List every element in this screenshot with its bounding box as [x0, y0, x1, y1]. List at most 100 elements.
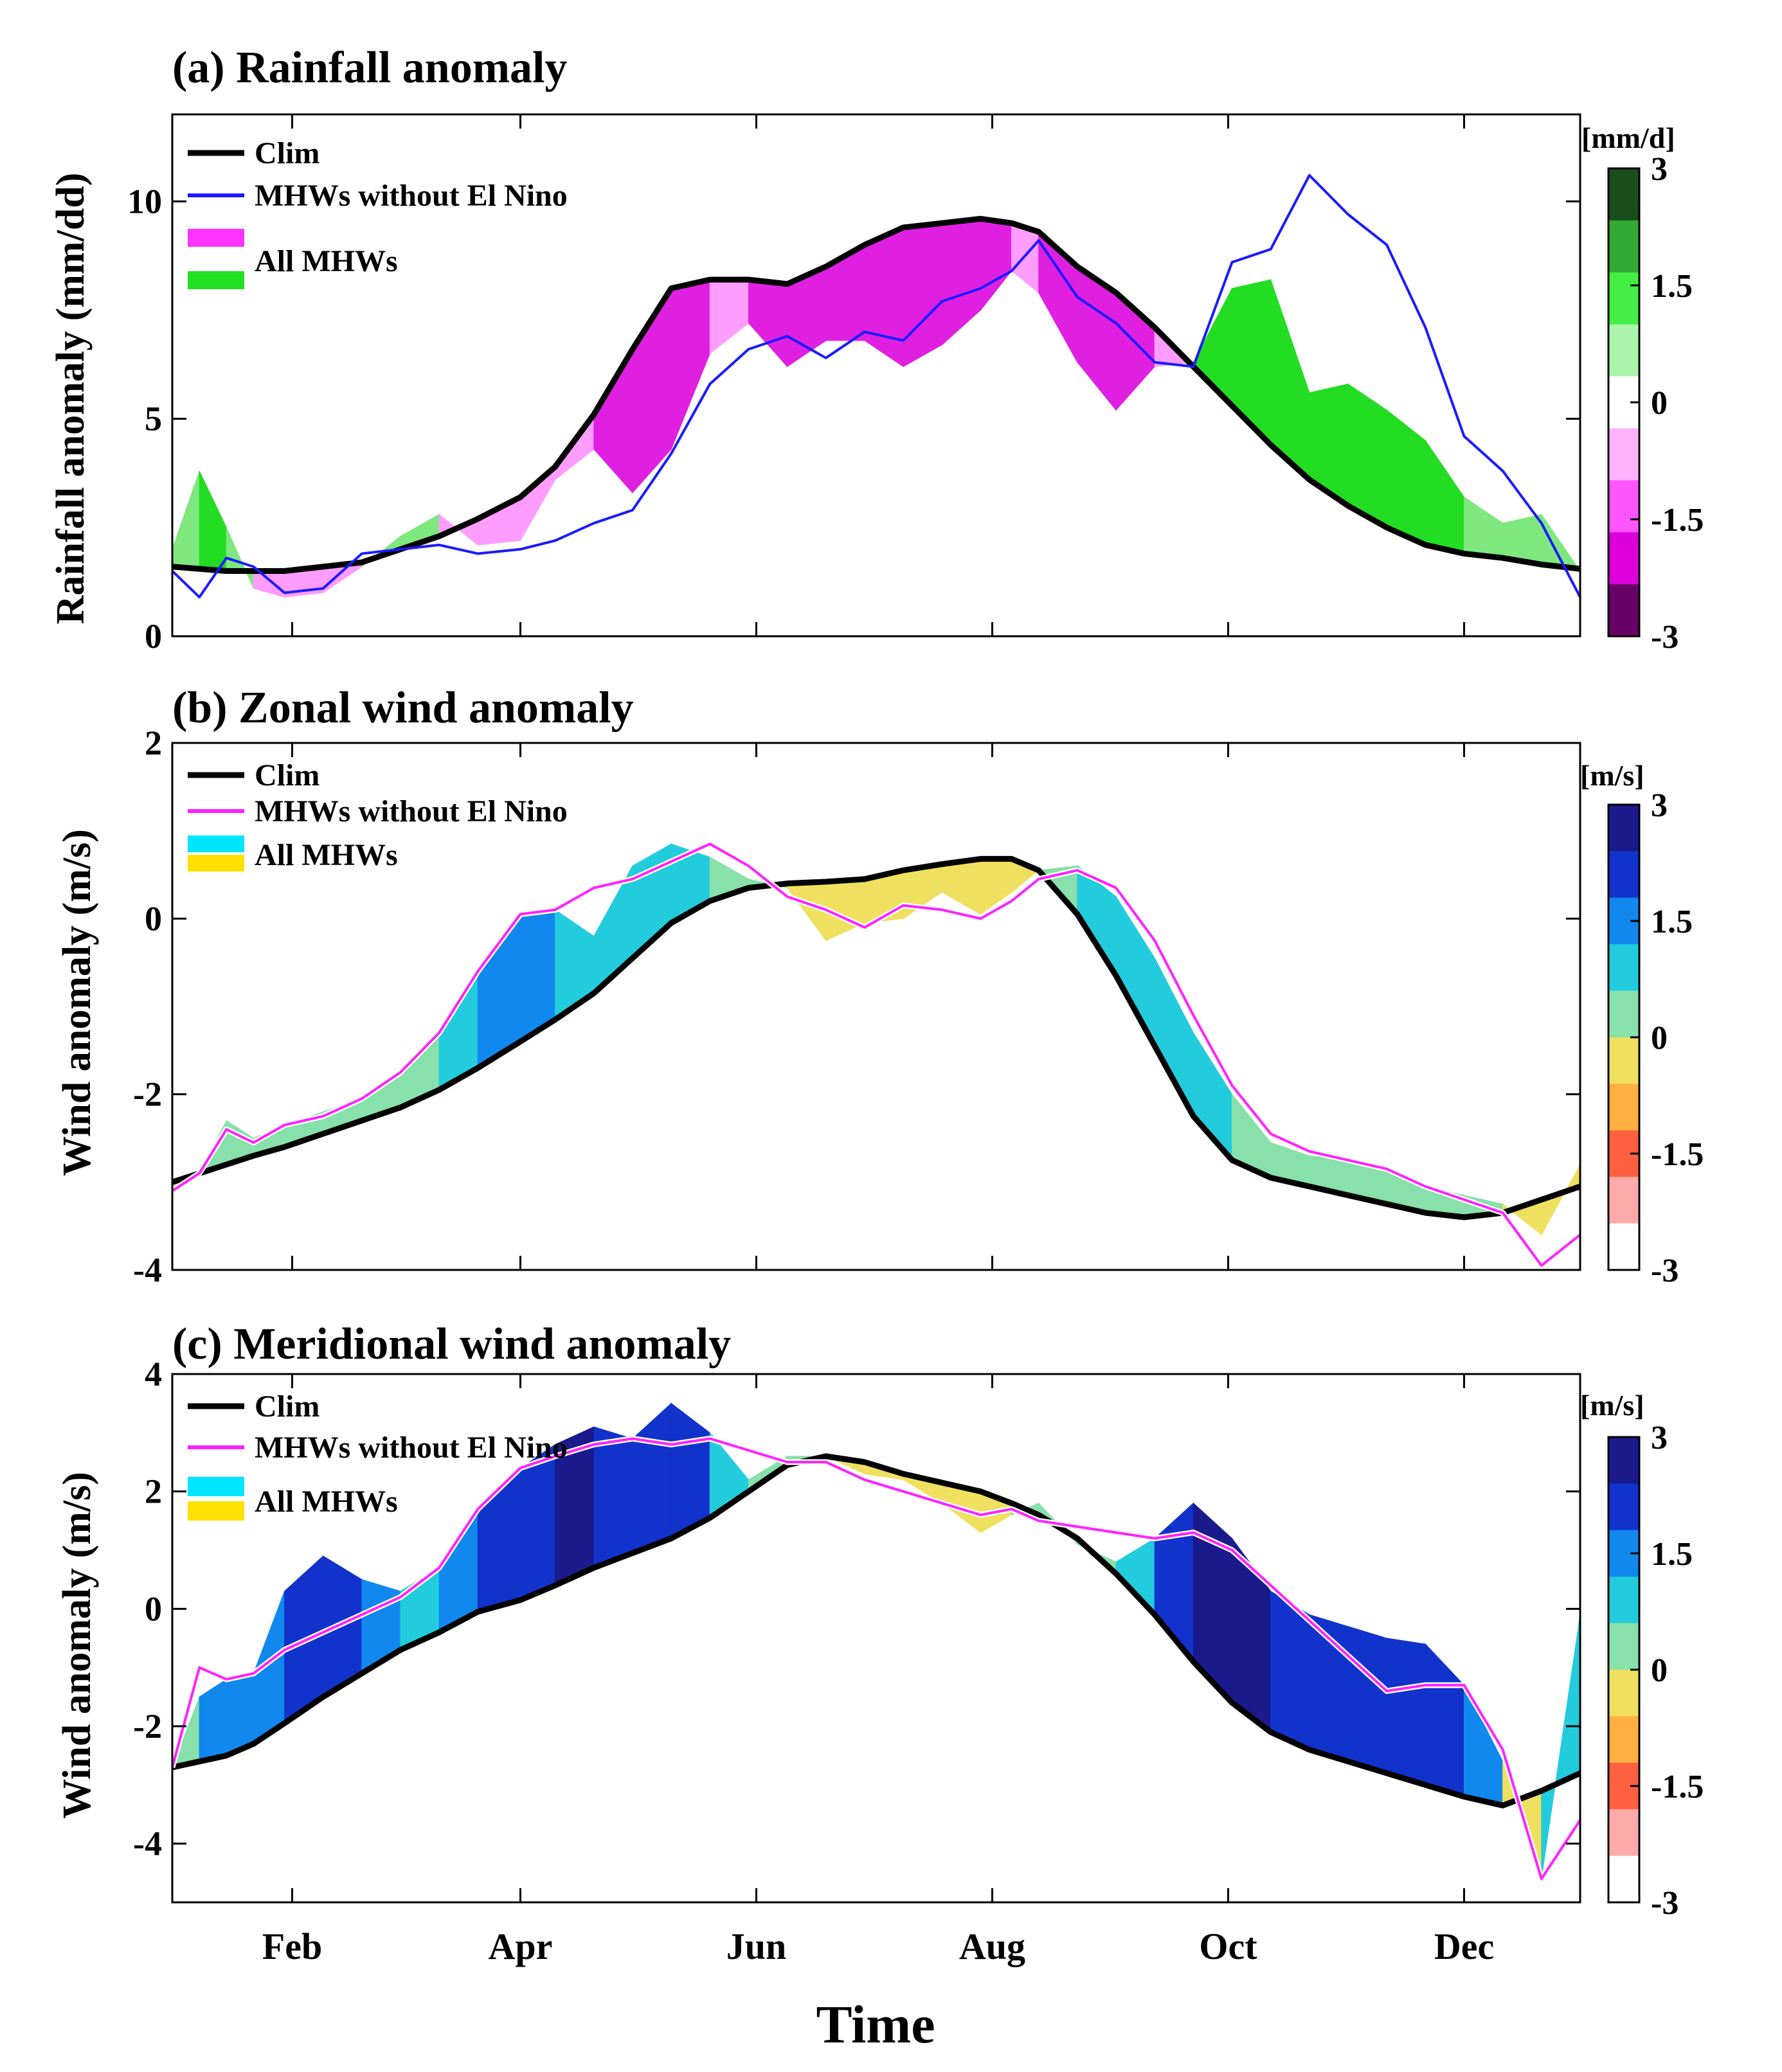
anomaly-segment: [199, 1679, 227, 1762]
panel-title: (a) Rainfall anomaly: [172, 43, 567, 93]
colorbar-band: [1608, 220, 1639, 273]
anomaly-segment: [1425, 1643, 1465, 1798]
colorbar-tick-label: 0: [1651, 385, 1668, 422]
anomaly-segment: [1386, 1638, 1426, 1786]
anomaly-segment: [1011, 222, 1040, 294]
colorbar-band: [1608, 1037, 1639, 1085]
legend-entry-line: MHWs without El Nino: [255, 179, 568, 213]
colorbar: [m/s] 3 1.5 0 -1.5 -3: [1580, 1389, 1704, 1922]
axes-frame: [171, 113, 1581, 638]
legend-entry-line: MHWs without El Nino: [255, 794, 568, 828]
colorbar-unit: [mm/d]: [1581, 121, 1675, 154]
anomaly-segment: [1425, 439, 1465, 555]
y-axis-label: Wind anomaly (m/s): [55, 1472, 99, 1819]
colorbar-tick-label: 3: [1651, 787, 1668, 824]
legend: Clim MHWs without El Nino All MHWs: [188, 1389, 568, 1521]
anomaly-segment: [980, 218, 1013, 311]
colorbar-tick-label: -1.5: [1651, 1769, 1704, 1805]
y-tick-label: -4: [133, 1825, 162, 1863]
legend: Clim MHWs without El Nino All MHWs: [188, 136, 568, 289]
colorbar-band: [1608, 1855, 1639, 1903]
colorbar-tick-label: -1.5: [1651, 502, 1704, 539]
legend-entry-clim: Clim: [255, 1389, 320, 1424]
anomaly-segment: [253, 571, 285, 598]
colorbar-band: [1608, 1177, 1639, 1224]
y-tick-label: -2: [133, 1707, 162, 1746]
x-tick-label: Oct: [1199, 1925, 1257, 1967]
plot-area: 0 5 10: [127, 113, 1581, 656]
colorbar: [m/s] 3 1.5 0 -1.5 -3: [1580, 759, 1704, 1289]
y-tick-label: 4: [145, 1355, 162, 1393]
anomaly-segment: [1347, 1626, 1387, 1774]
anomaly-segment: [709, 279, 749, 355]
legend-entry-fill: All MHWs: [255, 838, 398, 872]
anomaly-segment: [1464, 496, 1504, 558]
anomaly-segment: [903, 222, 942, 368]
colorbar-band: [1608, 532, 1639, 585]
y-tick-label: 10: [127, 182, 162, 220]
colorbar-band: [1608, 1809, 1639, 1857]
colorbar-tick-label: 3: [1651, 1420, 1668, 1456]
anomaly-segment: [825, 244, 865, 341]
colorbar-band: [1608, 1223, 1639, 1271]
anomaly-segment: [941, 858, 981, 915]
colorbar-band: [1608, 1084, 1639, 1131]
x-tick-label: Aug: [959, 1925, 1025, 1967]
legend-entry-line: MHWs without El Nino: [255, 1431, 568, 1465]
anomaly-segment: [1386, 409, 1426, 546]
anomaly-segment: [593, 348, 633, 494]
y-tick-label: 2: [145, 724, 162, 762]
legend-swatch-fill-a: [188, 229, 244, 247]
plot-area: -4 -2 0 2 4 Feb Apr Jun Aug Oct Dec: [133, 1355, 1581, 1967]
x-tick-label: Feb: [262, 1925, 322, 1967]
colorbar: [mm/d] 3 1.5 0 -1.5 -3: [1581, 121, 1704, 656]
anomaly-segment: [632, 1402, 672, 1554]
colorbar-band: [1608, 1437, 1639, 1485]
colorbar-band: [1608, 944, 1639, 992]
panel-meridional-wind: (c) Meridional wind anomaly Wind anomaly…: [55, 1319, 1704, 1967]
legend-swatch-fill-a: [188, 1477, 244, 1496]
anomaly-segment: [1541, 1614, 1580, 1879]
panel-title: (b) Zonal wind anomaly: [172, 683, 634, 733]
y-tick-label: -4: [133, 1251, 162, 1289]
colorbar-band: [1608, 168, 1639, 221]
plot-area: -4 -2 0 2: [133, 724, 1581, 1289]
panel-title: (c) Meridional wind anomaly: [172, 1319, 731, 1369]
panel-rainfall: (a) Rainfall anomaly Rainfall anomaly (m…: [49, 43, 1704, 656]
anomaly-segment: [748, 279, 788, 368]
colorbar-tick-label: -3: [1651, 1253, 1679, 1289]
anomaly-segment: [787, 881, 827, 942]
legend-entry-fill: All MHWs: [255, 244, 398, 278]
colorbar-band: [1608, 1670, 1639, 1717]
anomaly-segment: [199, 470, 227, 572]
x-tick-label: Jun: [726, 1925, 787, 1967]
colorbar-band: [1608, 324, 1639, 377]
y-tick-label: 0: [145, 617, 162, 656]
colorbar-band: [1608, 851, 1639, 898]
y-tick-label: 5: [145, 400, 162, 438]
series-mhws-without-el-nino: [172, 1437, 1580, 1880]
colorbar-tick-label: 0: [1651, 1652, 1668, 1689]
series-clim: [172, 1453, 1580, 1809]
colorbar-tick-label: -3: [1651, 1885, 1679, 1922]
anomaly-segment: [172, 470, 200, 569]
series-mhws-without-el-nino: [172, 843, 1580, 1267]
anomaly-segment: [477, 496, 521, 546]
anomaly-segment: [670, 279, 710, 450]
legend-swatch-fill-a: [188, 835, 244, 852]
y-tick-label: 2: [145, 1472, 162, 1511]
anomaly-segment: [1309, 383, 1349, 506]
y-axis-label: Wind anomaly (m/s): [55, 829, 99, 1176]
colorbar-band: [1608, 428, 1639, 481]
colorbar-band: [1608, 480, 1639, 533]
colorbar-band: [1608, 1716, 1639, 1764]
legend-swatch-fill-b: [188, 271, 244, 289]
series-clim: [172, 215, 1580, 574]
colorbar-band: [1608, 272, 1639, 325]
anomaly-segment: [941, 218, 981, 346]
legend-swatch-fill-b: [188, 1501, 244, 1521]
colorbar-band: [1608, 584, 1639, 637]
series-clim: [172, 855, 1580, 1220]
colorbar-tick-label: 1.5: [1651, 268, 1693, 305]
colorbar-band: [1608, 1483, 1639, 1531]
